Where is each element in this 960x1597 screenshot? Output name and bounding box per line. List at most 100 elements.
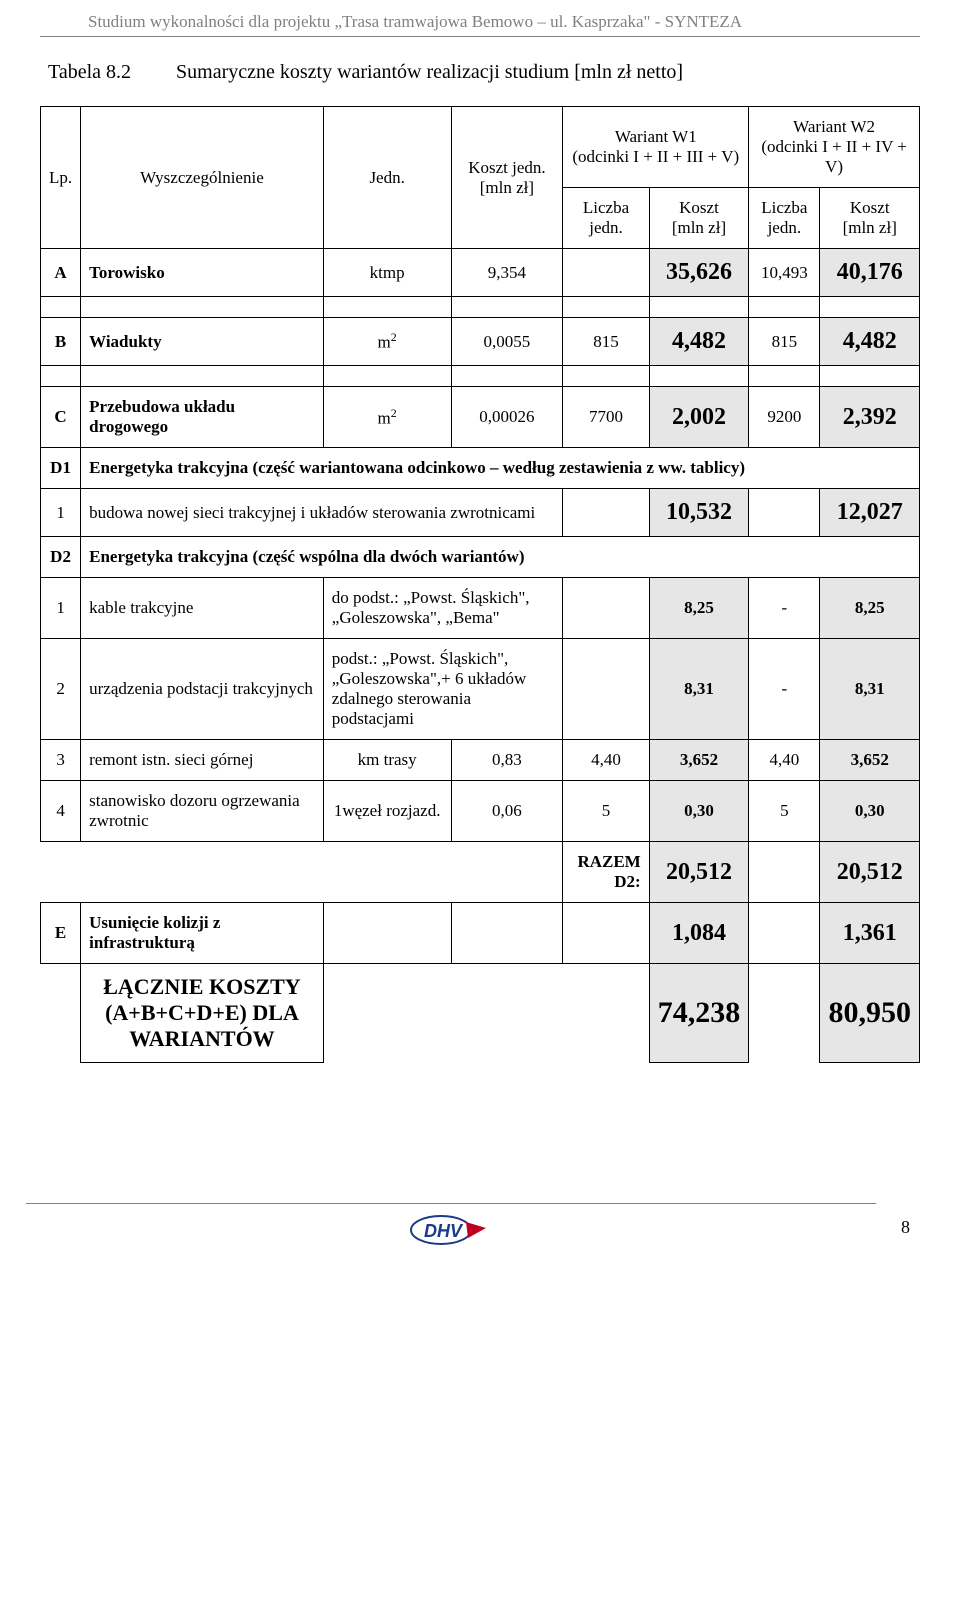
cell-kj: 9,354 (451, 249, 563, 297)
table-row: D1 Energetyka trakcyjna (część wariantow… (41, 448, 920, 489)
cell-name: stanowisko dozoru ogrzewania zwrotnic (81, 781, 324, 842)
cell-jedn (323, 903, 451, 964)
cell-w1k: 20,512 (649, 842, 749, 903)
cell-total-w1: 74,238 (649, 964, 749, 1063)
cell-w2l: 10,493 (749, 249, 820, 297)
th-jedn: Jedn. (323, 107, 451, 249)
cell-blank (451, 964, 563, 1063)
cell-w2k: 40,176 (820, 249, 920, 297)
cell-name: Wiadukty (81, 318, 324, 366)
cell-kj: 0,06 (451, 781, 563, 842)
cell-w1l (563, 639, 649, 740)
cell-kj: 0,00026 (451, 387, 563, 448)
cell-name: Torowisko (81, 249, 324, 297)
th-w2-liczba: Liczba jedn. (749, 188, 820, 249)
cell-w1l: 5 (563, 781, 649, 842)
cell-total-w2: 80,950 (820, 964, 920, 1063)
table-row: B Wiadukty m2 0,0055 815 4,482 815 4,482 (41, 318, 920, 366)
cell-name: budowa nowej sieci trakcyjnej i układów … (81, 489, 563, 537)
cell-name: Usunięcie kolizji z infrastrukturą (81, 903, 324, 964)
dhv-logo-icon: DHV (406, 1210, 496, 1250)
cell-lp: 1 (41, 578, 81, 639)
cell-lp: D1 (41, 448, 81, 489)
th-w1: Wariant W1 (odcinki I + II + III + V) (563, 107, 749, 188)
table-row: 3 remont istn. sieci górnej km trasy 0,8… (41, 740, 920, 781)
cell-w1l: 4,40 (563, 740, 649, 781)
cell-lp: D2 (41, 537, 81, 578)
cell-w2k: 2,392 (820, 387, 920, 448)
cell-kj: 0,83 (451, 740, 563, 781)
cell-total-label: ŁĄCZNIE KOSZTY (A+B+C+D+E) DLA WARIANTÓW (81, 964, 324, 1063)
page-footer: DHV 8 (0, 1203, 960, 1280)
table-row: A Torowisko ktmp 9,354 35,626 10,493 40,… (41, 249, 920, 297)
cell-name: remont istn. sieci górnej (81, 740, 324, 781)
cell-lp: A (41, 249, 81, 297)
cell-w2l: - (749, 639, 820, 740)
cell-w2k: 8,25 (820, 578, 920, 639)
cell-w1k: 8,25 (649, 578, 749, 639)
cell-w2l: - (749, 578, 820, 639)
cell-name: kable trakcyjne (81, 578, 324, 639)
cell-w2l: 815 (749, 318, 820, 366)
cell-w2l: 9200 (749, 387, 820, 448)
table-row: 2 urządzenia podstacji trakcyjnych podst… (41, 639, 920, 740)
th-wysz: Wyszczególnienie (81, 107, 324, 249)
th-w1-liczba: Liczba jedn. (563, 188, 649, 249)
cell-w1k: 3,652 (649, 740, 749, 781)
table-row: E Usunięcie kolizji z infrastrukturą 1,0… (41, 903, 920, 964)
cell-w1k: 1,084 (649, 903, 749, 964)
table-row: D2 Energetyka trakcyjna (część wspólna d… (41, 537, 920, 578)
cell-lp: 4 (41, 781, 81, 842)
cell-lp: B (41, 318, 81, 366)
cell-blank (749, 964, 820, 1063)
cell-w1k: 4,482 (649, 318, 749, 366)
page-content: Tabela 8.2 Sumaryczne koszty wariantów r… (0, 37, 960, 1063)
cell-w2k: 4,482 (820, 318, 920, 366)
cell-w1k: 0,30 (649, 781, 749, 842)
cell-name: Przebudowa układu drogowego (81, 387, 324, 448)
cell-jedn: 1węzeł rozjazd. (323, 781, 451, 842)
cell-razem-label: RAZEM D2: (563, 842, 649, 903)
table-row-total: ŁĄCZNIE KOSZTY (A+B+C+D+E) DLA WARIANTÓW… (41, 964, 920, 1063)
table-row: RAZEM D2: 20,512 20,512 (41, 842, 920, 903)
cell-jedn: km trasy (323, 740, 451, 781)
cell-w1k: 8,31 (649, 639, 749, 740)
table-title: Sumaryczne koszty wariantów realizacji s… (176, 61, 683, 83)
cost-table: Lp. Wyszczególnienie Jedn. Koszt jedn. [… (40, 106, 920, 1063)
cell-w2k: 12,027 (820, 489, 920, 537)
cell-w1l: 815 (563, 318, 649, 366)
cell-lp: 3 (41, 740, 81, 781)
cell-w2l: 4,40 (749, 740, 820, 781)
cell-blank (323, 964, 451, 1063)
cell-w1l (563, 249, 649, 297)
cell-lp: C (41, 387, 81, 448)
cell-w2k: 20,512 (820, 842, 920, 903)
cell-w1k: 10,532 (649, 489, 749, 537)
cell-name: Energetyka trakcyjna (część wspólna dla … (81, 537, 920, 578)
th-w2-koszt: Koszt[mln zł] (820, 188, 920, 249)
table-number: Tabela 8.2 (48, 61, 131, 83)
svg-text:DHV: DHV (424, 1221, 464, 1241)
cell-desc: do podst.: „Powst. Śląskich", „Goleszows… (323, 578, 563, 639)
cell-w2l: 5 (749, 781, 820, 842)
cell-w2k: 1,361 (820, 903, 920, 964)
table-row: 4 stanowisko dozoru ogrzewania zwrotnic … (41, 781, 920, 842)
cell-w2l (749, 903, 820, 964)
cell-w2k: 0,30 (820, 781, 920, 842)
cell-w2l (749, 489, 820, 537)
table-row: 1 budowa nowej sieci trakcyjnej i układó… (41, 489, 920, 537)
document-header: Studium wykonalności dla projektu „Trasa… (40, 0, 920, 37)
footer-logo: DHV (26, 1203, 876, 1250)
page-number: 8 (901, 1217, 910, 1238)
cell-lp: E (41, 903, 81, 964)
cell-kj: 0,0055 (451, 318, 563, 366)
table-row: 1 kable trakcyjne do podst.: „Powst. Ślą… (41, 578, 920, 639)
cell-w1l: 7700 (563, 387, 649, 448)
cell-kj (451, 903, 563, 964)
cell-jedn: m2 (323, 387, 451, 448)
table-caption: Tabela 8.2 Sumaryczne koszty wariantów r… (48, 61, 920, 84)
cell-w1l (563, 489, 649, 537)
cell-w1l (563, 903, 649, 964)
th-w2: Wariant W2 (odcinki I + II + IV + V) (749, 107, 920, 188)
cell-lp: 1 (41, 489, 81, 537)
